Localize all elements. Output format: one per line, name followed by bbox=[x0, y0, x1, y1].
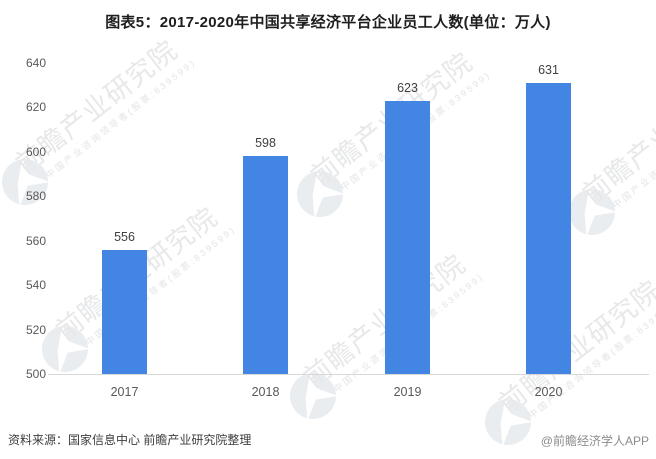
x-tick-label: 2017 bbox=[110, 385, 139, 399]
bar bbox=[102, 249, 147, 374]
bar-value-label: 631 bbox=[538, 62, 559, 77]
y-tick-label: 640 bbox=[25, 56, 46, 70]
bar bbox=[385, 100, 430, 374]
y-tick-label: 540 bbox=[25, 278, 46, 293]
y-tick-label: 500 bbox=[25, 367, 46, 381]
y-tick-label: 520 bbox=[25, 322, 46, 337]
y-tick-label: 580 bbox=[25, 189, 46, 204]
bar-value-label: 598 bbox=[255, 136, 276, 151]
credit-text: @前瞻经济学人APP bbox=[540, 434, 649, 448]
bar bbox=[526, 82, 571, 374]
y-tick-label: 620 bbox=[25, 100, 46, 115]
source-text: 资料来源：国家信息中心 前瞻产业研究院整理 bbox=[8, 433, 252, 447]
x-tick-label: 2020 bbox=[534, 385, 563, 399]
x-tick-label: 2019 bbox=[393, 385, 422, 399]
x-axis-line bbox=[48, 374, 649, 375]
bar bbox=[243, 156, 288, 374]
bar-value-label: 556 bbox=[114, 229, 135, 244]
chart-title: 图表5：2017-2020年中国共享经济平台企业员工人数(单位：万人) bbox=[105, 14, 551, 31]
y-tick-label: 600 bbox=[25, 144, 46, 159]
bar-value-label: 623 bbox=[397, 80, 418, 95]
y-tick-label: 560 bbox=[25, 233, 46, 248]
x-tick-label: 2018 bbox=[251, 385, 280, 399]
